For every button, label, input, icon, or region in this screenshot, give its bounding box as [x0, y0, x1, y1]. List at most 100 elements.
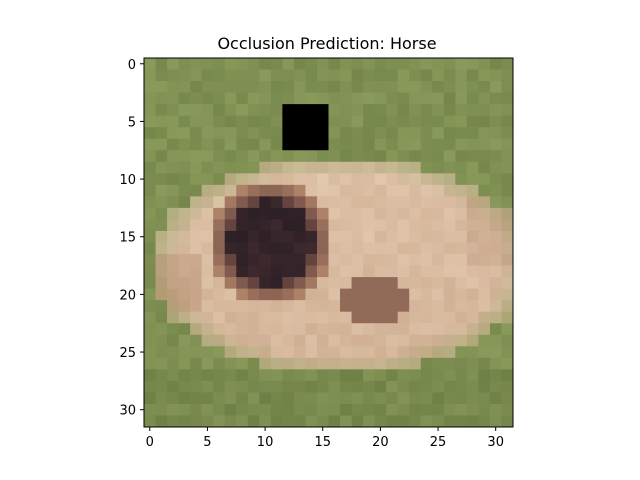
image-pixel	[455, 346, 468, 359]
image-pixel	[340, 196, 353, 209]
image-pixel	[236, 161, 249, 174]
image-pixel	[144, 277, 157, 290]
image-pixel	[201, 323, 214, 336]
image-pixel	[293, 323, 306, 336]
image-pixel	[340, 219, 353, 232]
image-pixel	[247, 357, 260, 370]
image-pixel	[305, 369, 318, 382]
image-pixel	[409, 334, 422, 347]
image-pixel	[213, 323, 226, 336]
image-pixel	[489, 288, 502, 301]
image-pixel	[201, 173, 214, 186]
image-pixel	[247, 138, 260, 151]
image-pixel	[259, 380, 272, 393]
image-pixel	[155, 311, 168, 324]
image-pixel	[420, 161, 433, 174]
image-pixel	[178, 311, 191, 324]
image-pixel	[455, 415, 468, 428]
image-pixel	[351, 265, 364, 278]
image-pixel	[190, 196, 203, 209]
image-pixel	[432, 311, 445, 324]
image-pixel	[178, 230, 191, 243]
image-pixel	[201, 161, 214, 174]
image-pixel	[420, 184, 433, 197]
image-pixel	[501, 311, 514, 324]
image-pixel	[478, 334, 491, 347]
image-pixel	[363, 277, 376, 290]
image-pixel	[259, 196, 272, 209]
image-pixel	[282, 265, 295, 278]
image-pixel	[178, 150, 191, 163]
image-pixel	[478, 69, 491, 82]
image-pixel	[443, 92, 456, 105]
image-pixel	[340, 161, 353, 174]
image-pixel	[409, 81, 422, 94]
image-pixel	[420, 392, 433, 405]
image-pixel	[351, 346, 364, 359]
image-pixel	[478, 138, 491, 151]
image-pixel	[270, 254, 283, 267]
image-pixel	[190, 58, 203, 71]
image-pixel	[340, 346, 353, 359]
image-pixel	[374, 115, 387, 128]
image-pixel	[224, 173, 237, 186]
image-pixel	[386, 300, 399, 313]
image-pixel	[328, 265, 341, 278]
image-pixel	[293, 81, 306, 94]
image-pixel	[259, 173, 272, 186]
image-pixel	[247, 334, 260, 347]
image-pixel	[178, 334, 191, 347]
image-pixel	[213, 265, 226, 278]
image-pixel	[501, 115, 514, 128]
image-pixel	[432, 380, 445, 393]
image-pixel	[328, 92, 341, 105]
image-pixel	[144, 115, 157, 128]
image-pixel	[432, 323, 445, 336]
image-pixel	[305, 92, 318, 105]
image-pixel	[305, 173, 318, 186]
image-pixel	[374, 92, 387, 105]
image-pixel	[282, 219, 295, 232]
image-pixel	[340, 138, 353, 151]
image-pixel	[432, 115, 445, 128]
image-pixel	[455, 150, 468, 163]
image-pixel	[386, 265, 399, 278]
image-pixel	[236, 277, 249, 290]
image-pixel	[443, 392, 456, 405]
image-pixel	[466, 207, 479, 220]
image-pixel	[316, 81, 329, 94]
image-pixel	[374, 219, 387, 232]
image-pixel	[386, 357, 399, 370]
image-pixel	[432, 288, 445, 301]
image-pixel	[270, 207, 283, 220]
image-pixel	[328, 415, 341, 428]
image-pixel	[340, 300, 353, 313]
image-pixel	[501, 277, 514, 290]
image-pixel	[282, 81, 295, 94]
image-pixel	[443, 380, 456, 393]
image-pixel	[409, 311, 422, 324]
image-pixel	[432, 403, 445, 416]
image-pixel	[386, 161, 399, 174]
image-pixel	[190, 277, 203, 290]
image-pixel	[201, 380, 214, 393]
image-pixel	[374, 403, 387, 416]
image-pixel	[270, 277, 283, 290]
image-pixel	[386, 323, 399, 336]
image-pixel	[328, 173, 341, 186]
image-pixel	[213, 196, 226, 209]
image-pixel	[190, 334, 203, 347]
image-pixel	[363, 265, 376, 278]
image-pixel	[247, 300, 260, 313]
image-pixel	[374, 392, 387, 405]
image-pixel	[409, 242, 422, 255]
image-pixel	[351, 184, 364, 197]
image-pixel	[489, 219, 502, 232]
image-pixel	[316, 173, 329, 186]
image-pixel	[190, 81, 203, 94]
image-pixel	[351, 380, 364, 393]
image-pixel	[386, 207, 399, 220]
image-pixel	[236, 184, 249, 197]
image-pixel	[466, 104, 479, 117]
image-pixel	[351, 173, 364, 186]
